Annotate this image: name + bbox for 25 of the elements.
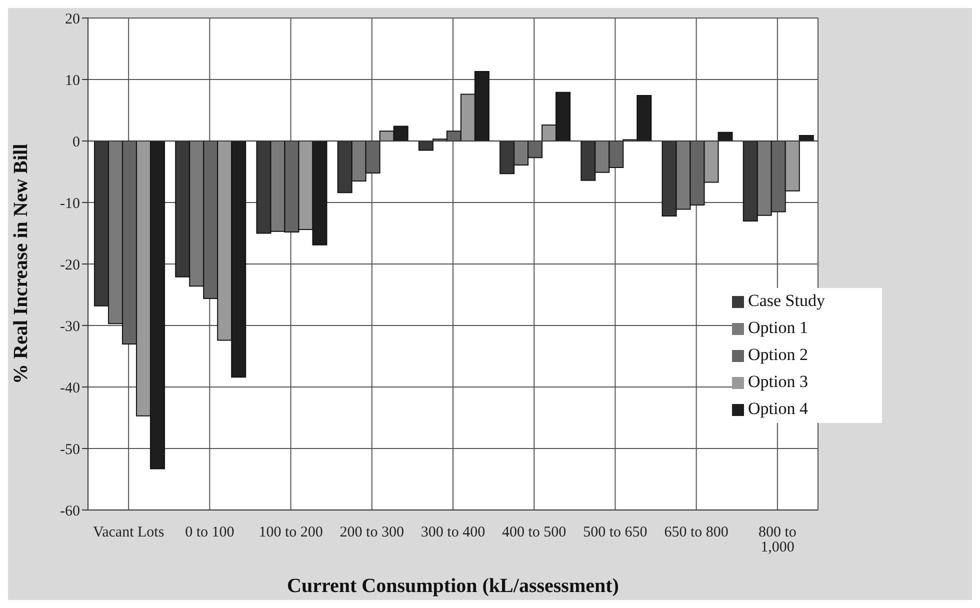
x-tick-label: 500 to 650 [583, 524, 648, 541]
y-tick-label: -20 [60, 257, 80, 274]
x-tick-label: 200 to 300 [340, 524, 404, 541]
x-tick-label: 650 to 800 [664, 524, 728, 541]
y-tick-label: 10 [65, 72, 80, 89]
y-tick-label: -60 [60, 503, 80, 520]
y-tick-label: -40 [60, 380, 80, 396]
x-tick-label: Vacant Lots [92, 524, 164, 541]
y-tick-label: 20 [65, 11, 80, 28]
y-axis-title: % Real Increase in New Bill [10, 143, 32, 384]
y-tick-label: 0 [72, 134, 80, 150]
legend-label: Case Study [748, 291, 825, 310]
x-tick-label: 300 to 400 [420, 524, 486, 541]
x-tick-label: 400 to 500 [502, 524, 566, 541]
x-tick-label: 100 to 200 [258, 524, 323, 541]
x-tick-label: 0 to 100 [185, 524, 234, 541]
y-tick-label: -30 [60, 318, 80, 335]
y-tick-label: -10 [60, 196, 80, 212]
legend-label: Option 2 [748, 345, 808, 364]
x-tick-label: 800 to 1,000 [758, 524, 796, 556]
x-axis-title: Current Consumption (kL/assessment) [287, 575, 619, 597]
legend-label: Option 1 [748, 318, 808, 337]
legend-label: Option 4 [748, 399, 808, 418]
y-tick-label: -50 [60, 442, 80, 458]
legend-label: Option 3 [748, 372, 808, 391]
